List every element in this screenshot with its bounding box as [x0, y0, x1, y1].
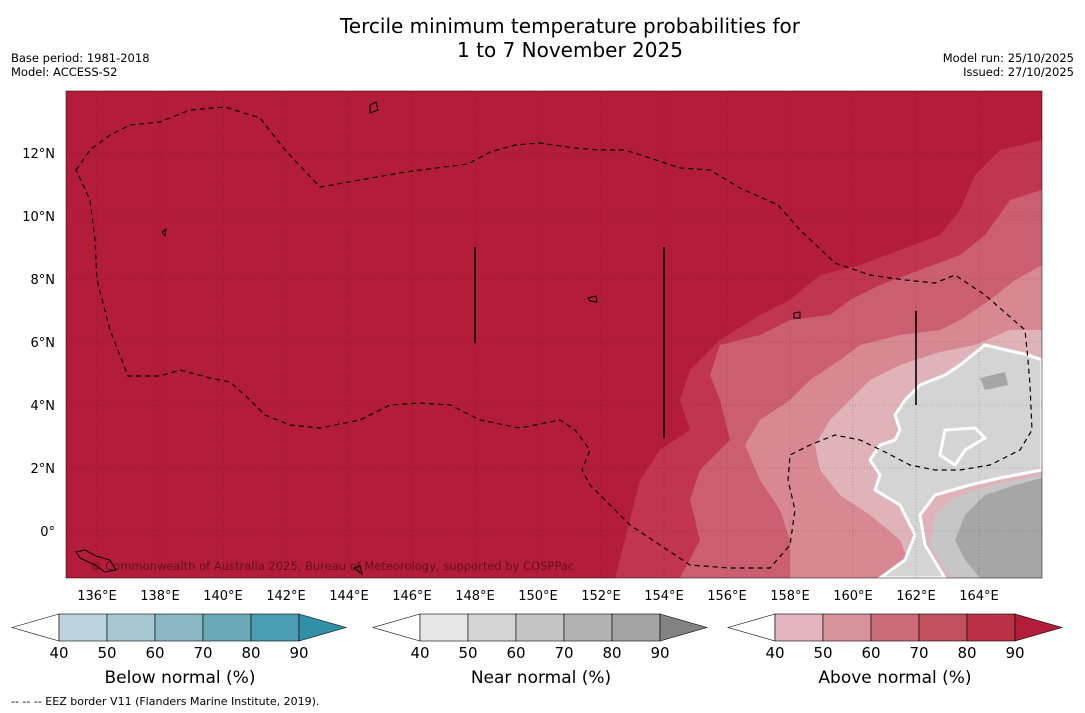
colorbar-tick-label: 80 [957, 644, 976, 662]
colorbar-extend-high [1014, 613, 1064, 642]
colorbar-segment [202, 613, 252, 642]
lat-tick-label: 10°N [22, 210, 55, 225]
island-chains [474, 247, 917, 438]
colorbar-extend-high [659, 613, 709, 642]
lon-tick-label: 136°E [77, 589, 117, 604]
lon-tick-label: 164°E [959, 589, 999, 604]
colorbar-tick-label: 90 [650, 644, 669, 662]
meta-left: Base period: 1981-2018 Model: ACCESS-S2 [11, 51, 150, 79]
colorbars: 40 50 60 70 80 90 40 50 60 70 80 90 40 50 60 70 80 90 [10, 613, 1064, 662]
lon-tick-label: 140°E [203, 589, 243, 604]
colorbar-tick-label: 70 [909, 644, 928, 662]
colorbar-extend-high [298, 613, 348, 642]
colorbar-segment [918, 613, 968, 642]
lat-tick-label: 0° [40, 525, 55, 540]
graticule [66, 91, 1042, 578]
lon-tick-label: 154°E [644, 589, 684, 604]
issued-date: Issued: 27/10/2025 [963, 65, 1074, 79]
lon-tick-label: 162°E [896, 589, 936, 604]
colorbar-segment [154, 613, 204, 642]
model-run: Model run: 25/10/2025 [942, 51, 1074, 65]
lon-tick-label: 144°E [329, 589, 369, 604]
colorbar-tick-label: 40 [765, 644, 784, 662]
colorbar-segment [467, 613, 517, 642]
lon-tick-label: 150°E [518, 589, 558, 604]
map-frame [65, 90, 1043, 579]
colorbar-extend-low [371, 613, 421, 642]
lat-tick-label: 8°N [31, 273, 56, 288]
latitude-labels: 12°N 10°N 8°N 6°N 4°N 2°N 0° [22, 147, 55, 540]
colorbar-tick-label: 50 [97, 644, 116, 662]
near-normal-80-region [955, 372, 1042, 578]
chart-title: Tercile minimum temperature probabilitie… [0, 14, 1085, 62]
longitude-labels: 136°E 138°E 140°E 142°E 144°E 146°E 148°… [77, 589, 999, 604]
colorbar-tick-label: 90 [289, 644, 308, 662]
lat-tick-label: 2°N [31, 462, 56, 477]
colorbar-tick-label: 40 [49, 644, 68, 662]
colorbar-tick-label: 70 [193, 644, 212, 662]
lat-tick-label: 6°N [31, 336, 56, 351]
above-normal-label: Above normal (%) [818, 668, 972, 688]
colorbar-segment [611, 613, 661, 642]
map-area: © Commonwealth of Australia 2025, Bureau… [66, 91, 1042, 578]
colorbar-tick-label: 80 [241, 644, 260, 662]
lon-tick-label: 138°E [140, 589, 180, 604]
near-normal-50-region [868, 343, 1042, 578]
lon-tick-label: 146°E [392, 589, 432, 604]
lat-tick-label: 4°N [31, 399, 56, 414]
lon-tick-label: 152°E [581, 589, 621, 604]
lon-tick-label: 142°E [266, 589, 306, 604]
base-period: Base period: 1981-2018 [11, 51, 150, 65]
lon-tick-label: 156°E [707, 589, 747, 604]
colorbar-segment [419, 613, 469, 642]
lon-tick-label: 148°E [455, 589, 495, 604]
colorbar-tick-label: 90 [1005, 644, 1024, 662]
colorbar-segment [870, 613, 920, 642]
colorbar-segment [250, 613, 300, 642]
eez-borders [75, 106, 1033, 569]
title-line-1: Tercile minimum temperature probabilitie… [339, 14, 801, 38]
colorbar-tick-label: 80 [602, 644, 621, 662]
eez-footnote: -- -- -- EEZ border V11 (Flanders Marine… [11, 695, 320, 708]
lon-tick-label: 160°E [833, 589, 873, 604]
colorbar-segment [822, 613, 872, 642]
colorbar-tick-label: 60 [145, 644, 164, 662]
colorbar-segment [515, 613, 565, 642]
colorbar-segment [563, 613, 613, 642]
model-name: Model: ACCESS-S2 [11, 65, 118, 79]
colorbar-segment [966, 613, 1016, 642]
below-normal-label: Below normal (%) [104, 668, 256, 688]
colorbar-segment [106, 613, 156, 642]
colorbar-tick-label: 60 [506, 644, 525, 662]
colorbar-tick-label: 60 [861, 644, 880, 662]
colorbar-tick-label: 50 [813, 644, 832, 662]
lon-tick-label: 158°E [770, 589, 810, 604]
colorbar-extend-low [726, 613, 776, 642]
colorbar-tick-label: 40 [410, 644, 429, 662]
colorbar-tick-label: 50 [458, 644, 477, 662]
colorbar-segment [58, 613, 108, 642]
copyright-notice: © Commonwealth of Australia 2025, Bureau… [90, 559, 574, 573]
near-normal-label: Near normal (%) [470, 668, 612, 688]
lat-tick-label: 12°N [22, 147, 55, 162]
title-line-2: 1 to 7 November 2025 [457, 38, 683, 62]
meta-right: Model run: 25/10/2025 Issued: 27/10/2025 [943, 51, 1074, 79]
colorbar-extend-low [10, 613, 60, 642]
colorbar-segment [774, 613, 824, 642]
colorbar-tick-label: 70 [554, 644, 573, 662]
islands [75, 101, 801, 576]
